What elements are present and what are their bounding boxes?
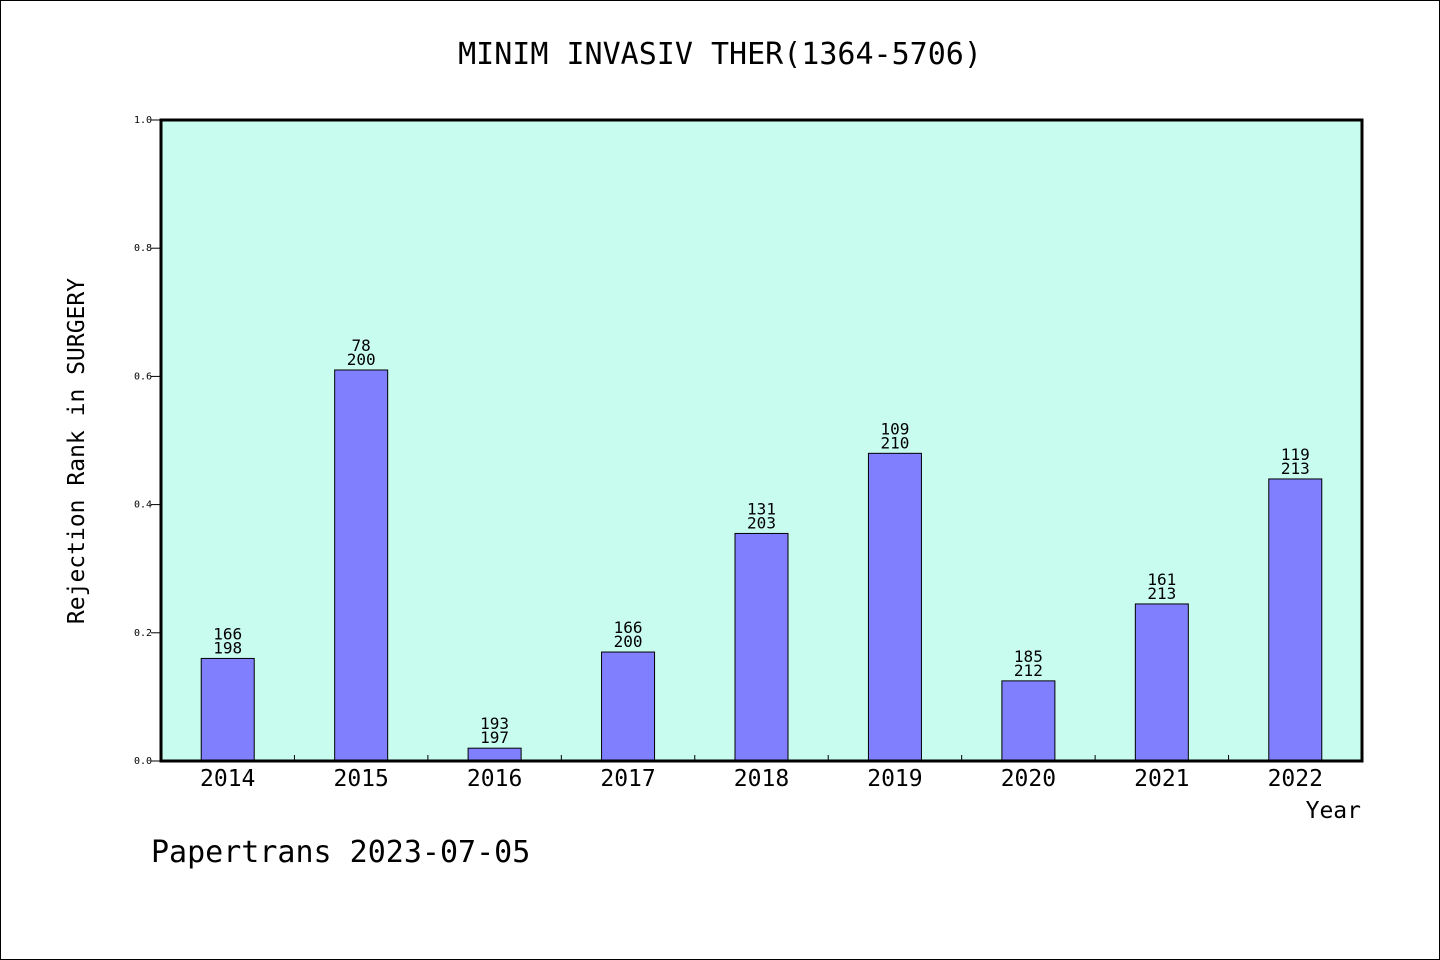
bar — [867, 452, 922, 762]
footer-text: Papertrans 2023-07-05 — [151, 835, 531, 870]
bar-total-label: 203 — [747, 513, 776, 532]
x-tick-label: 2022 — [1268, 766, 1323, 792]
bar-rank-label: 166 — [213, 624, 242, 643]
bar — [1001, 680, 1056, 762]
bar-rank-label: 119 — [1281, 445, 1310, 464]
y-tick-label: 0.2 — [134, 628, 152, 639]
x-tick-label: 2014 — [200, 766, 255, 792]
bar-total-label: 213 — [1147, 584, 1176, 603]
bar-total-label: 197 — [480, 728, 509, 747]
bar-total-label: 198 — [213, 638, 242, 657]
plot-frame — [159, 118, 1364, 763]
x-axis-label: Year — [1305, 798, 1361, 824]
x-tick-label: 2021 — [1134, 766, 1189, 792]
bar — [1268, 478, 1323, 762]
bar — [601, 651, 656, 762]
bar — [334, 369, 389, 762]
x-tick-label: 2016 — [467, 766, 522, 792]
bar-rank-label: 131 — [747, 499, 776, 518]
bar — [734, 532, 789, 762]
bar-total-label: 200 — [614, 632, 643, 651]
chart-title: MINIM INVASIV THER(1364-5706) — [458, 37, 982, 72]
x-tick-label: 2019 — [867, 766, 922, 792]
bar-total-label: 212 — [1014, 661, 1043, 680]
bar-rank-label: 161 — [1147, 570, 1176, 589]
y-tick-label: 0.6 — [134, 371, 152, 382]
y-tick-label: 0.4 — [134, 500, 152, 511]
x-tick-label: 2018 — [734, 766, 789, 792]
bar-rank-label: 193 — [480, 714, 509, 733]
y-tick-label: 0.8 — [134, 243, 152, 254]
bar-total-label: 213 — [1281, 459, 1310, 478]
y-tick-label: 1.0 — [134, 115, 152, 126]
bar-rank-label: 109 — [880, 419, 909, 438]
bar-rank-label: 166 — [614, 618, 643, 637]
bar — [467, 747, 522, 762]
x-tick-label: 2020 — [1001, 766, 1056, 792]
x-tick-label: 2017 — [600, 766, 655, 792]
bar-rank-label: 185 — [1014, 647, 1043, 666]
bar-rank-label: 78 — [352, 336, 371, 355]
bar-total-label: 210 — [880, 433, 909, 452]
bar — [200, 657, 255, 762]
x-tick-label: 2015 — [333, 766, 388, 792]
y-tick-label: 0.0 — [134, 756, 152, 767]
bar-total-label: 200 — [347, 350, 376, 369]
bar — [1134, 603, 1189, 762]
